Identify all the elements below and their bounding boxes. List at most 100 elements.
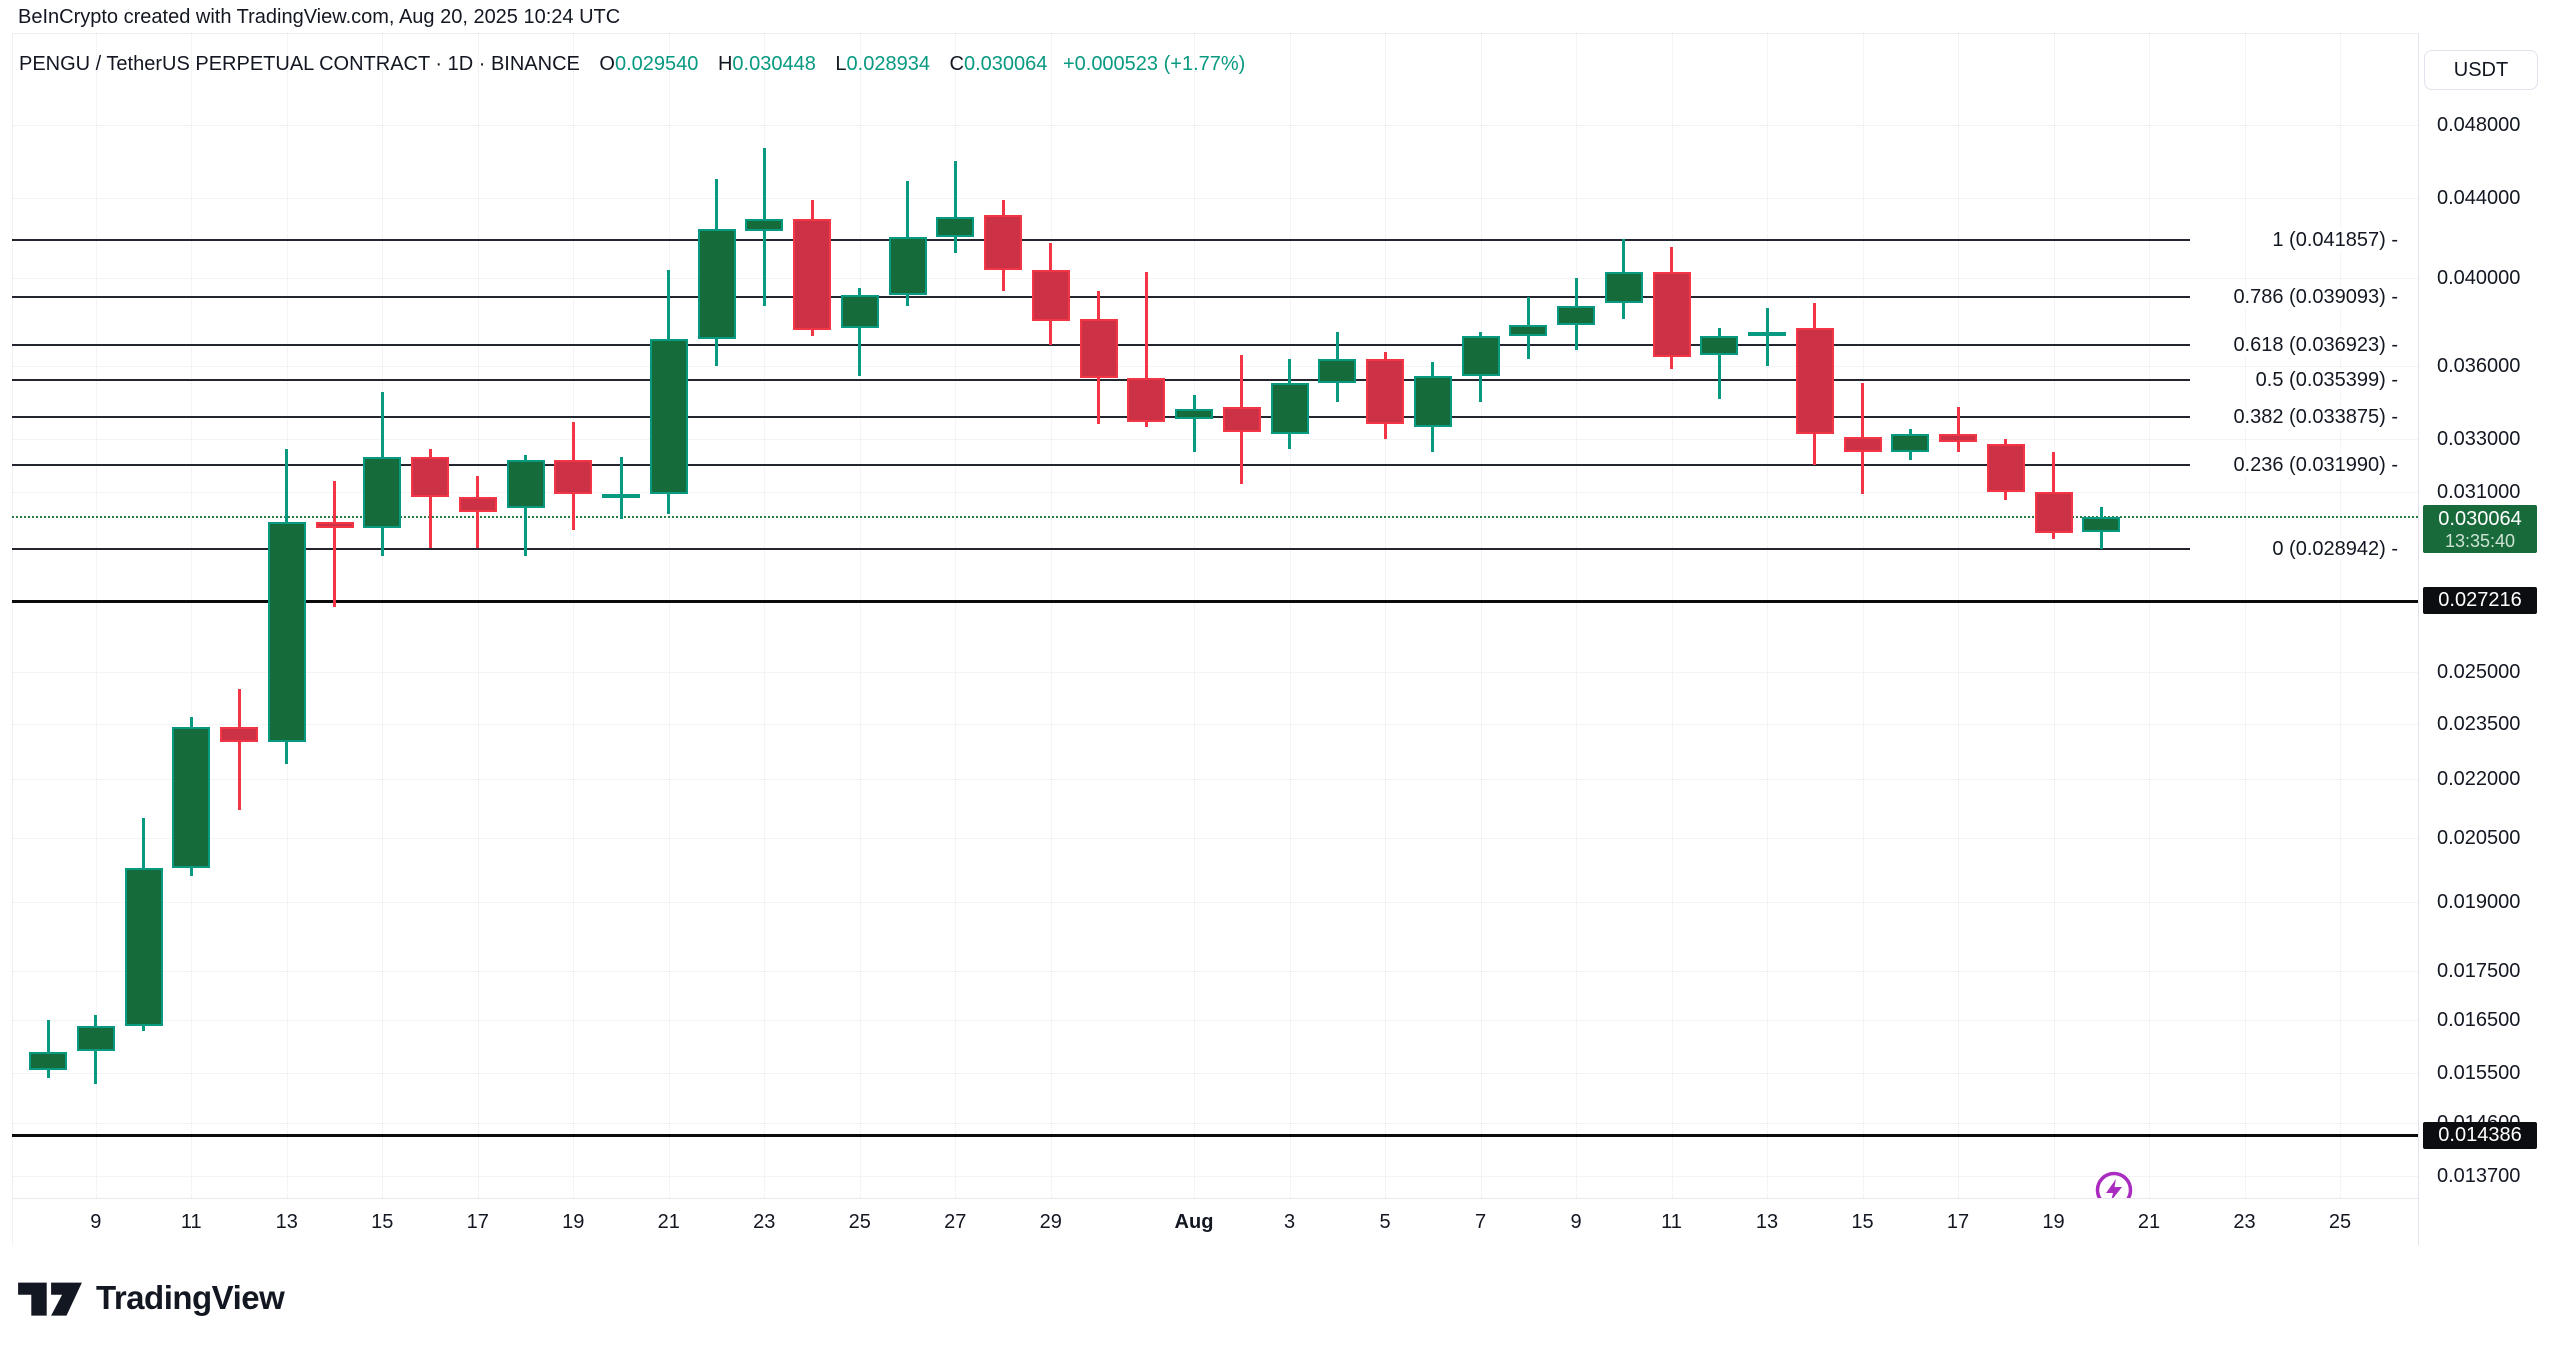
candle-body[interactable] [840,294,879,328]
price-tick-label: 0.040000 [2437,266,2521,289]
grid-line-vertical [191,33,193,1198]
candle-body[interactable] [315,521,354,528]
time-tick-label: 11 [180,1211,202,1233]
time-axis[interactable]: 9 11 13 15 17 19 21 23 25 27 29 Aug 3 5 7 9 11 13 15 17 19 21… [12,1198,2418,1246]
candle-body[interactable] [1366,359,1404,425]
candle-body[interactable] [220,727,258,742]
candle-body[interactable] [2034,491,2073,534]
time-tick-label: 19 [2042,1211,2065,1233]
candle-wick[interactable] [1144,271,1148,427]
grid-line-vertical [955,33,957,1198]
candle-body[interactable] [1509,325,1548,337]
candle-body[interactable] [1175,409,1213,420]
price-tick-label: 0.031000 [2437,480,2521,503]
candle-wick[interactable] [1956,406,1960,452]
candle-body[interactable] [1795,327,1834,435]
candle-wick[interactable] [237,688,241,811]
open-value: 0.029540 [614,53,699,75]
time-tick-label: Aug [1174,1211,1214,1233]
candle-body[interactable] [506,459,545,508]
grid-line-vertical [2340,33,2341,1198]
candle-body[interactable] [29,1051,67,1071]
candle-body[interactable] [1127,377,1166,422]
price-tick-label: 0.048000 [2437,113,2521,136]
black-price-line[interactable] [12,599,2418,603]
candle-wick[interactable] [46,1020,50,1079]
candle-body[interactable] [1986,444,2025,492]
candle-body[interactable] [793,219,831,330]
fib-level-line[interactable] [12,416,2190,419]
price-tick-label: 0.020500 [2437,827,2521,850]
fib-level-line[interactable] [12,379,2190,382]
candle-wick[interactable] [333,480,336,608]
candle-body[interactable] [1461,336,1500,376]
candle-body[interactable] [267,521,306,742]
candle-body[interactable] [2082,517,2121,533]
grid-line-vertical [859,33,861,1198]
black-price-line[interactable] [12,1134,2418,1138]
candle-body[interactable] [1079,318,1118,378]
tradingview-mark-icon[interactable] [18,1276,82,1320]
current-price-line [12,516,2418,519]
candle-body[interactable] [1557,305,1595,326]
candle-wick[interactable] [1717,327,1721,400]
grid-line-vertical [95,33,97,1198]
candle-body[interactable] [1891,434,1930,452]
candle-body[interactable] [1939,434,1977,442]
grid-line-vertical [1480,33,1482,1198]
candle-body[interactable] [936,217,975,237]
price-tick-label: 0.023500 [2437,712,2521,735]
candle-body[interactable] [984,215,1022,270]
fib-level-line[interactable] [12,238,2190,241]
grid-line-vertical [573,33,575,1198]
lightning-bolt-circle-icon[interactable] [2093,1169,2135,1198]
candle-body[interactable] [1843,436,1882,452]
candle-body[interactable] [745,219,784,231]
time-tick-label: 13 [275,1211,298,1233]
candle-body[interactable] [1652,271,1691,357]
symbol-legend[interactable]: PENGU / TetherUS PERPETUAL CONTRACT · 1D… [19,53,1245,76]
candle-body[interactable] [1318,359,1357,383]
candle-body[interactable] [76,1025,115,1052]
fib-level-line[interactable] [12,296,2190,299]
price-tick-label: 0.017500 [2437,960,2521,983]
candle-body[interactable] [649,338,688,495]
candle-body[interactable] [602,494,640,499]
candle-body[interactable] [1270,382,1309,435]
fib-level-line[interactable] [12,548,2190,551]
candle-wick[interactable] [1765,307,1769,367]
symbol-title[interactable]: PENGU / TetherUS PERPETUAL CONTRACT · 1D… [19,53,580,75]
candle-wick[interactable] [619,457,623,520]
fib-level-line[interactable] [12,464,2190,467]
candle-body[interactable] [697,228,736,339]
grid-line-horizontal [12,439,2418,441]
candle-body[interactable] [411,457,449,498]
fib-level-label: 0.618 (0.036923) - [2225,333,2398,357]
candle-wick[interactable] [953,160,957,254]
candle-body[interactable] [124,867,163,1026]
plot-area[interactable]: 1 (0.041857) - 0.786 (0.039093) - 0.618 (0… [12,33,2418,1198]
candle-body[interactable] [1413,375,1452,427]
candle-wick[interactable] [1192,394,1196,452]
candle-body[interactable] [1222,406,1261,432]
candle-body[interactable] [1748,331,1786,336]
currency-button-usdt[interactable]: USDT [2424,50,2538,90]
grid-line-vertical [1767,33,1768,1198]
candle-body[interactable] [1031,269,1070,321]
grid-line-vertical [2053,33,2055,1198]
price-axis[interactable]: USDT 0.048000 0.044000 0.040000 0.036000 0.0… [2419,33,2548,1245]
candle-body[interactable] [458,497,497,513]
candle-body[interactable] [554,459,593,495]
fib-level-label: 0 (0.028942) - [2264,538,2398,562]
high-value: 0.030448 [732,53,816,75]
candle-body[interactable] [888,236,927,295]
candle-wick[interactable] [428,449,432,548]
candle-wick[interactable] [858,288,862,376]
tradingview-logo-text[interactable]: TradingView [96,1279,285,1316]
candle-body[interactable] [172,727,211,868]
price-tick-label: 0.013700 [2437,1165,2521,1188]
fib-level-label: 0.382 (0.033875) - [2225,406,2398,430]
candle-body[interactable] [1700,336,1739,355]
candle-body[interactable] [363,457,402,528]
candle-body[interactable] [1604,271,1643,304]
